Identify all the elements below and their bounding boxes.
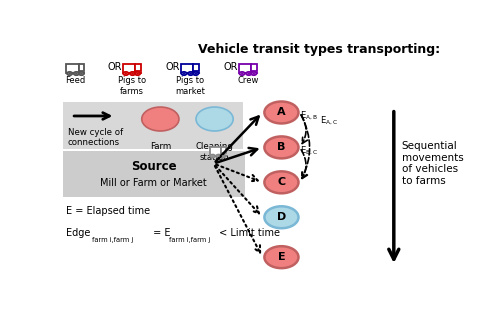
Circle shape (68, 73, 70, 74)
Text: E: E (278, 252, 285, 262)
Text: Crew: Crew (237, 76, 258, 85)
Text: D: D (277, 212, 286, 222)
Circle shape (196, 107, 233, 131)
Circle shape (264, 246, 298, 268)
Text: Pigs to
market: Pigs to market (175, 76, 204, 96)
Circle shape (76, 73, 78, 74)
Circle shape (246, 72, 252, 75)
Circle shape (182, 72, 186, 75)
Text: New cycle of
connections: New cycle of connections (68, 128, 122, 147)
Circle shape (67, 72, 72, 75)
FancyBboxPatch shape (193, 64, 199, 71)
Circle shape (132, 73, 134, 74)
Circle shape (125, 73, 127, 74)
Circle shape (210, 155, 215, 157)
FancyBboxPatch shape (220, 147, 226, 154)
Text: E = Elapsed time: E = Elapsed time (66, 206, 150, 216)
Circle shape (241, 73, 243, 74)
Circle shape (252, 72, 256, 75)
Text: OR: OR (166, 62, 180, 72)
Text: Vehicle transit types transporting:: Vehicle transit types transporting: (198, 43, 440, 56)
Circle shape (264, 206, 298, 228)
FancyBboxPatch shape (62, 102, 134, 149)
Text: B: B (277, 143, 285, 152)
Circle shape (216, 155, 221, 157)
Circle shape (124, 72, 128, 75)
Text: Edge: Edge (66, 228, 91, 238)
Circle shape (240, 72, 244, 75)
Circle shape (80, 73, 82, 74)
Circle shape (194, 73, 197, 74)
Text: Pigs to
farms: Pigs to farms (118, 76, 146, 96)
FancyBboxPatch shape (210, 155, 226, 156)
Circle shape (264, 136, 298, 158)
FancyBboxPatch shape (186, 102, 242, 149)
Circle shape (79, 72, 84, 75)
Text: Mill or Farm or Market: Mill or Farm or Market (100, 178, 207, 188)
Text: OR: OR (108, 62, 122, 72)
Text: = E: = E (150, 228, 170, 238)
FancyBboxPatch shape (62, 151, 244, 197)
Circle shape (136, 73, 138, 74)
Text: Feed: Feed (66, 76, 86, 85)
Circle shape (142, 107, 179, 131)
Circle shape (221, 155, 226, 157)
Text: Sequential
movements
of vehicles
to farms: Sequential movements of vehicles to farm… (402, 141, 464, 186)
Text: farm i,farm j: farm i,farm j (169, 237, 210, 243)
FancyBboxPatch shape (239, 72, 257, 73)
Text: A: A (277, 108, 286, 118)
Circle shape (264, 171, 298, 193)
Text: $\mathsf{E_{A,B}}$: $\mathsf{E_{A,B}}$ (300, 110, 318, 122)
Text: $\mathsf{E_{B,C}}$: $\mathsf{E_{B,C}}$ (300, 145, 318, 157)
Text: $\mathsf{E_{A,C}}$: $\mathsf{E_{A,C}}$ (320, 115, 338, 127)
Text: C: C (278, 177, 285, 187)
FancyBboxPatch shape (210, 147, 220, 156)
FancyBboxPatch shape (239, 64, 251, 73)
FancyBboxPatch shape (122, 64, 135, 73)
Circle shape (188, 72, 193, 75)
Circle shape (253, 73, 255, 74)
Text: Cleaning
station: Cleaning station (196, 142, 234, 162)
FancyBboxPatch shape (122, 72, 140, 73)
Text: farm i,farm j: farm i,farm j (92, 237, 133, 243)
Circle shape (264, 101, 298, 123)
FancyBboxPatch shape (180, 72, 199, 73)
Circle shape (183, 73, 185, 74)
FancyBboxPatch shape (66, 72, 84, 73)
Text: OR: OR (224, 62, 238, 72)
FancyBboxPatch shape (180, 64, 193, 73)
FancyBboxPatch shape (135, 64, 140, 71)
Circle shape (130, 72, 135, 75)
Text: < Limit time: < Limit time (216, 228, 280, 238)
FancyBboxPatch shape (251, 64, 257, 71)
Circle shape (193, 72, 198, 75)
Circle shape (74, 72, 79, 75)
Text: Source: Source (131, 160, 176, 173)
FancyBboxPatch shape (78, 64, 84, 71)
Circle shape (190, 73, 192, 74)
Text: Farm: Farm (150, 142, 171, 151)
FancyBboxPatch shape (66, 64, 78, 73)
Circle shape (248, 73, 250, 74)
Circle shape (135, 72, 140, 75)
FancyBboxPatch shape (132, 102, 188, 149)
